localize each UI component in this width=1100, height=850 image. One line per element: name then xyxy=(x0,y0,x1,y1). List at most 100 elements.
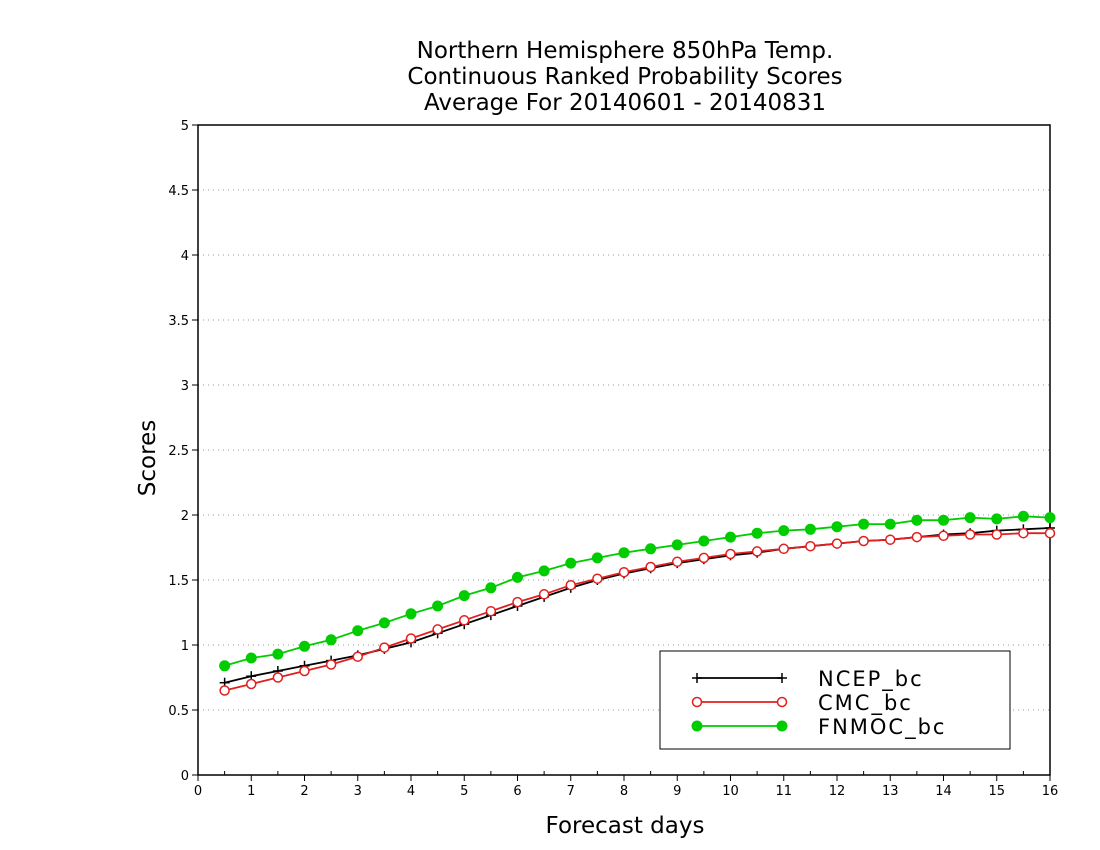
data-point-fnmoc-bc xyxy=(432,600,444,612)
data-point-fnmoc-bc xyxy=(645,543,657,555)
data-point-cmc-bc xyxy=(831,538,843,549)
series-fnmoc-bc xyxy=(219,510,1056,672)
data-point-cmc-bc xyxy=(299,665,310,677)
data-point-cmc-bc xyxy=(246,678,257,690)
data-point-fnmoc-bc xyxy=(485,582,497,594)
x-tick-label: 5 xyxy=(460,784,468,799)
data-point-cmc-bc xyxy=(778,543,789,555)
y-tick-label: 2 xyxy=(181,509,189,524)
legend-marker xyxy=(691,720,703,732)
y-tick-label: 3 xyxy=(181,379,189,394)
y-tick-label: 0.5 xyxy=(168,704,189,719)
data-point-cmc-bc xyxy=(885,534,896,545)
data-point-cmc-bc xyxy=(405,633,417,644)
data-point-fnmoc-bc xyxy=(671,539,683,551)
x-tick-label: 3 xyxy=(354,784,362,799)
data-point-fnmoc-bc xyxy=(565,557,577,569)
x-axis-label: Forecast days xyxy=(546,813,705,839)
x-tick-label: 1 xyxy=(247,784,255,799)
x-tick-label: 14 xyxy=(935,784,952,799)
data-point-cmc-bc xyxy=(805,540,816,552)
x-tick-label: 13 xyxy=(882,784,899,799)
data-point-fnmoc-bc xyxy=(538,565,550,577)
x-tick-label: 12 xyxy=(829,784,846,799)
legend-marker xyxy=(691,696,703,708)
legend-marker xyxy=(777,673,787,683)
x-tick-label: 9 xyxy=(673,784,681,799)
data-point-fnmoc-bc xyxy=(378,617,390,629)
data-point-cmc-bc xyxy=(911,531,923,543)
data-point-cmc-bc xyxy=(538,589,550,600)
data-point-fnmoc-bc xyxy=(698,535,710,547)
data-point-fnmoc-bc xyxy=(272,648,284,660)
data-point-cmc-bc xyxy=(592,573,603,584)
data-point-cmc-bc xyxy=(964,529,976,540)
data-point-fnmoc-bc xyxy=(911,514,923,526)
data-point-fnmoc-bc xyxy=(831,521,843,533)
data-point-fnmoc-bc xyxy=(299,640,310,652)
data-point-cmc-bc xyxy=(325,659,337,670)
data-point-cmc-bc xyxy=(565,579,576,591)
legend-item-cmc-bc: CMC_bc xyxy=(691,691,913,716)
data-point-cmc-bc xyxy=(1044,527,1056,539)
chart-title: Northern Hemisphere 850hPa Temp. Continu… xyxy=(407,38,842,116)
axes: 00.511.522.533.544.550 1 2 3 4 5 6 7 8 9 10 11 12 13 1… xyxy=(168,119,1058,799)
legend-item-ncep-bc: NCEP_bc xyxy=(692,667,924,692)
legend-item-fnmoc-bc: FNMOC_bc xyxy=(691,715,946,740)
data-point-cmc-bc xyxy=(219,685,230,696)
data-point-fnmoc-bc xyxy=(512,571,523,583)
data-point-cmc-bc xyxy=(698,552,710,564)
data-point-cmc-bc xyxy=(991,529,1002,540)
data-point-fnmoc-bc xyxy=(1017,510,1029,522)
data-point-cmc-bc xyxy=(352,651,363,662)
legend-marker xyxy=(776,720,788,732)
series-cmc-bc xyxy=(219,527,1056,696)
data-point-cmc-bc xyxy=(379,642,390,653)
data-point-cmc-bc xyxy=(485,605,497,617)
title-line-2: Continuous Ranked Probability Scores xyxy=(407,64,842,90)
legend-label-ncep-bc: NCEP_bc xyxy=(818,667,924,692)
x-tick-label: 15 xyxy=(988,784,1005,799)
data-point-cmc-bc xyxy=(512,596,523,608)
x-tick-label: 10 xyxy=(722,784,739,799)
y-tick-label: 5 xyxy=(181,119,189,134)
data-point-cmc-bc xyxy=(459,615,470,626)
gridlines xyxy=(198,189,1050,711)
legend-marker xyxy=(692,673,702,683)
x-tick-label: 7 xyxy=(567,784,575,799)
title-line-3: Average For 20140601 - 20140831 xyxy=(424,90,826,116)
data-point-cmc-bc xyxy=(751,546,763,557)
x-tick-label: 11 xyxy=(775,784,792,799)
data-point-fnmoc-bc xyxy=(219,660,231,672)
data-point-fnmoc-bc xyxy=(938,514,949,526)
x-tick-label: 8 xyxy=(620,784,628,799)
data-point-fnmoc-bc xyxy=(858,518,870,530)
data-point-fnmoc-bc xyxy=(751,527,763,539)
x-tick-label: 6 xyxy=(513,784,521,799)
y-tick-label: 1.5 xyxy=(168,574,189,589)
data-point-fnmoc-bc xyxy=(1044,512,1056,524)
y-tick-label: 2.5 xyxy=(168,444,189,459)
x-tick-label: 0 xyxy=(194,784,202,799)
y-tick-label: 1 xyxy=(181,639,189,654)
x-tick-label: 2 xyxy=(300,784,308,799)
data-point-cmc-bc xyxy=(1018,527,1029,539)
data-point-fnmoc-bc xyxy=(405,608,417,620)
data-point-cmc-bc xyxy=(272,672,284,683)
data-point-fnmoc-bc xyxy=(458,590,470,602)
data-point-fnmoc-bc xyxy=(884,518,896,530)
legend-box xyxy=(659,650,1011,750)
series-line-fnmoc-bc xyxy=(224,515,1051,667)
legend-label-cmc-bc: CMC_bc xyxy=(818,691,913,716)
data-point-cmc-bc xyxy=(725,548,736,560)
series-lines xyxy=(219,510,1056,696)
data-point-cmc-bc xyxy=(645,561,656,573)
data-point-fnmoc-bc xyxy=(964,512,976,524)
data-point-fnmoc-bc xyxy=(725,531,736,543)
data-point-fnmoc-bc xyxy=(991,513,1003,525)
legend-label-fnmoc-bc: FNMOC_bc xyxy=(818,715,946,740)
legend-marker xyxy=(776,696,788,708)
data-point-fnmoc-bc xyxy=(591,552,603,564)
